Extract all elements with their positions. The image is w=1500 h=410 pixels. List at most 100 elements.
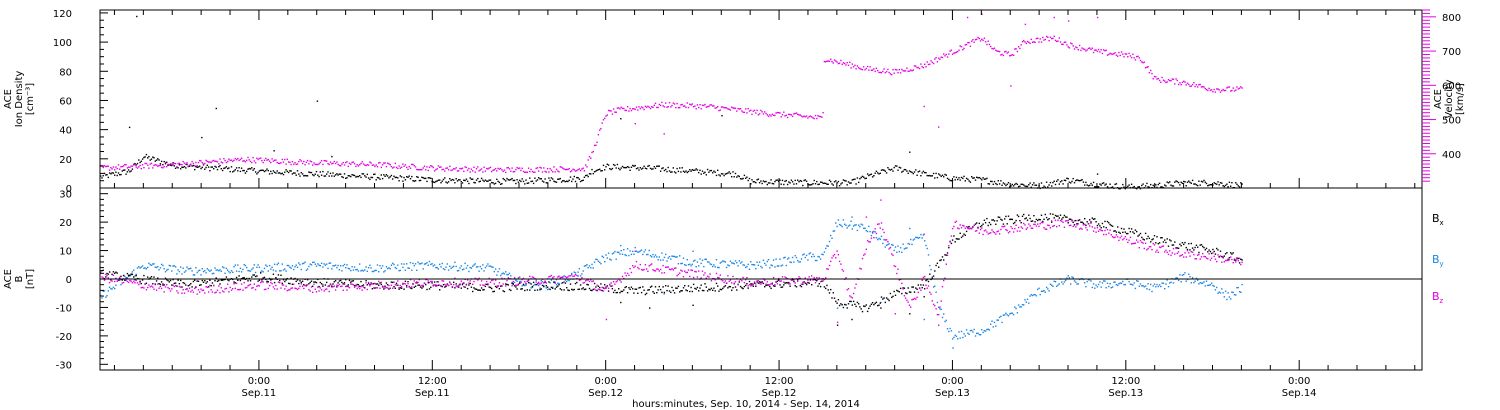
data-point xyxy=(668,101,671,104)
data-point xyxy=(413,165,415,167)
data-point xyxy=(360,176,362,179)
data-point xyxy=(739,108,742,110)
data-point xyxy=(728,285,730,288)
data-point xyxy=(334,264,337,266)
data-point xyxy=(1110,53,1112,55)
data-point xyxy=(215,160,217,163)
data-point xyxy=(408,175,410,177)
data-point xyxy=(463,268,465,270)
data-point xyxy=(734,107,737,109)
data-point xyxy=(675,172,677,174)
data-point xyxy=(386,287,389,289)
data-point xyxy=(699,258,701,260)
data-point xyxy=(630,166,633,168)
data-point xyxy=(1203,281,1205,283)
data-point xyxy=(145,268,148,270)
data-point xyxy=(573,175,575,178)
data-point xyxy=(1029,225,1031,227)
data-point xyxy=(852,66,855,68)
data-point xyxy=(1148,246,1151,248)
data-point xyxy=(180,163,182,166)
data-point xyxy=(148,167,150,169)
data-point xyxy=(1181,274,1184,276)
data-point xyxy=(651,168,653,170)
data-point xyxy=(261,169,263,171)
data-point xyxy=(281,284,283,286)
data-point xyxy=(609,283,611,286)
data-point xyxy=(312,174,314,176)
data-point xyxy=(706,261,709,263)
data-point xyxy=(677,263,680,265)
data-point xyxy=(446,284,448,286)
data-point xyxy=(1180,84,1182,86)
data-point xyxy=(544,281,546,283)
data-point xyxy=(159,283,162,286)
data-point xyxy=(1007,51,1010,53)
data-point xyxy=(1175,78,1177,80)
data-point xyxy=(261,270,263,272)
data-point xyxy=(205,166,207,169)
data-point xyxy=(877,69,879,72)
data-point xyxy=(607,109,610,112)
data-point xyxy=(173,282,175,285)
data-point xyxy=(218,270,220,272)
data-point xyxy=(1238,257,1241,259)
data-point xyxy=(346,264,348,266)
data-point xyxy=(822,280,824,282)
data-point xyxy=(1105,183,1107,185)
data-point xyxy=(355,176,357,178)
data-point xyxy=(804,116,806,118)
data-point xyxy=(126,272,129,275)
data-point xyxy=(1044,228,1046,230)
data-point xyxy=(147,276,149,278)
data-point xyxy=(237,157,239,160)
data-point xyxy=(548,288,550,290)
data-point xyxy=(987,328,989,330)
data-point xyxy=(427,282,429,284)
data-point xyxy=(1137,186,1139,188)
data-point xyxy=(1136,56,1138,58)
data-point xyxy=(1040,290,1043,293)
data-point xyxy=(205,286,207,288)
data-point xyxy=(194,168,196,171)
data-point xyxy=(988,329,991,331)
data-point xyxy=(955,335,958,338)
data-point xyxy=(864,253,866,255)
data-point xyxy=(348,162,351,165)
data-point xyxy=(653,292,655,294)
data-point xyxy=(1142,238,1144,240)
data-point xyxy=(392,178,394,180)
data-point xyxy=(786,282,789,284)
data-point xyxy=(252,274,254,276)
data-point xyxy=(480,280,483,282)
data-point xyxy=(484,179,487,181)
data-point xyxy=(399,167,401,169)
data-point xyxy=(762,180,765,182)
data-point xyxy=(177,167,179,169)
data-point xyxy=(838,260,841,263)
data-point xyxy=(188,268,191,270)
data-point xyxy=(894,246,897,248)
data-point xyxy=(174,167,177,169)
data-point xyxy=(1241,259,1243,261)
data-point xyxy=(427,280,429,282)
data-point xyxy=(102,277,104,279)
data-point xyxy=(1067,46,1069,48)
data-point xyxy=(1167,285,1170,288)
data-point xyxy=(981,329,983,331)
data-point xyxy=(858,224,860,226)
data-point xyxy=(1176,252,1178,254)
data-point xyxy=(513,281,516,284)
data-point xyxy=(1164,80,1166,82)
data-point xyxy=(1067,220,1069,222)
data-point xyxy=(473,264,475,266)
data-point xyxy=(383,271,385,273)
data-point xyxy=(331,284,333,287)
data-point xyxy=(502,170,504,173)
data-point xyxy=(809,252,812,254)
data-point xyxy=(968,180,970,182)
data-point xyxy=(361,161,363,163)
data-point xyxy=(625,274,627,277)
data-point xyxy=(477,177,479,180)
data-point xyxy=(618,251,620,254)
